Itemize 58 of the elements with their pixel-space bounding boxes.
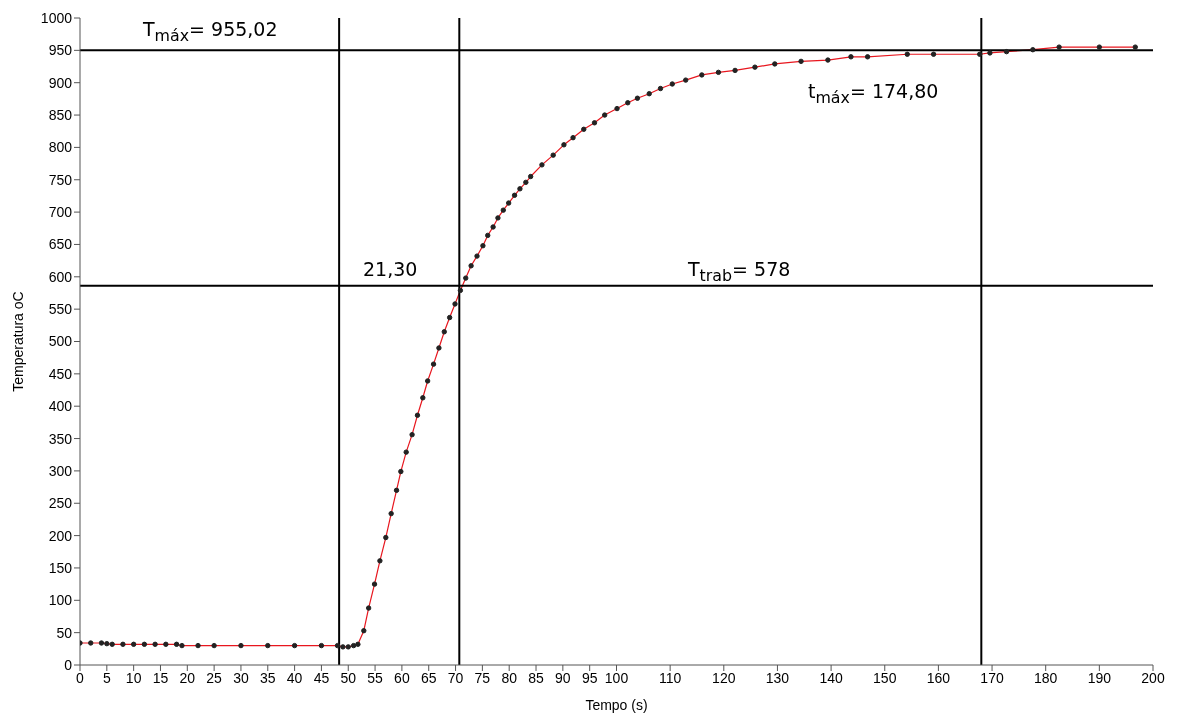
x-tick-label: 50 (340, 669, 357, 686)
y-tick-label: 1000 (40, 9, 73, 26)
x-tick-label: 30 (233, 669, 249, 686)
y-tick-label: 350 (48, 430, 73, 447)
x-tick-label: 95 (581, 669, 598, 686)
x-tick-label: 35 (259, 669, 276, 686)
y-tick-label: 200 (48, 527, 73, 544)
x-tick-label: 15 (152, 669, 169, 686)
y-tick-label: 800 (48, 139, 73, 156)
x-tick-label: 0 (76, 669, 85, 686)
x-tick-label: 45 (313, 669, 330, 686)
x-axis-title: Tempo (s) (585, 697, 648, 713)
x-tick-label: 170 (980, 669, 1004, 686)
y-tick-label: 450 (48, 365, 73, 382)
annotation: T$_{trab}$= 578 (688, 258, 791, 285)
y-tick-label: 900 (48, 74, 73, 91)
x-tick-label: 25 (206, 669, 223, 686)
x-tick-label: 190 (1087, 669, 1112, 686)
annotation: 21,30 (363, 258, 418, 280)
y-axis-title: Temperatura oC (9, 291, 26, 392)
x-tick-label: 100 (604, 669, 629, 686)
x-tick-label: 65 (420, 669, 437, 686)
x-tick-label: 10 (125, 669, 142, 686)
y-tick-label: 550 (48, 301, 73, 318)
x-tick-label: 110 (658, 669, 682, 686)
y-tick-label: 150 (48, 559, 73, 576)
y-tick-label: 50 (56, 624, 73, 641)
y-tick-label: 400 (48, 398, 73, 415)
x-tick-label: 40 (286, 669, 303, 686)
x-tick-label: 140 (819, 669, 843, 686)
annotation: T$_{máx}$= 955,02 (143, 18, 278, 45)
x-tick-label: 120 (712, 669, 736, 686)
y-tick-label: 300 (48, 462, 73, 479)
x-tick-label: 80 (501, 669, 518, 686)
x-tick-label: 160 (926, 669, 951, 686)
annotation: t$_{máx}$= 174,80 (808, 80, 939, 107)
y-tick-label: 750 (48, 171, 73, 188)
y-tick-label: 950 (48, 42, 73, 59)
y-tick-label: 500 (48, 333, 73, 350)
x-tick-label: 60 (394, 669, 410, 686)
x-tick-label: 90 (555, 669, 571, 686)
y-tick-label: 250 (48, 495, 73, 512)
y-tick-label: 650 (48, 236, 73, 253)
y-tick-label: 700 (48, 204, 73, 221)
y-tick-label: 0 (64, 656, 73, 673)
y-tick-label: 100 (48, 592, 73, 609)
x-tick-label: 5 (102, 669, 111, 686)
x-tick-label: 70 (447, 669, 464, 686)
x-tick-label: 180 (1034, 669, 1058, 686)
x-tick-label: 20 (179, 669, 196, 686)
y-tick-label: 850 (48, 107, 73, 124)
x-tick-label: 150 (873, 669, 897, 686)
x-tick-label: 75 (474, 669, 491, 686)
x-tick-label: 55 (367, 669, 384, 686)
x-tick-label: 130 (765, 669, 790, 686)
x-tick-label: 85 (528, 669, 545, 686)
x-tick-label: 200 (1141, 669, 1165, 686)
y-tick-label: 600 (48, 268, 73, 285)
